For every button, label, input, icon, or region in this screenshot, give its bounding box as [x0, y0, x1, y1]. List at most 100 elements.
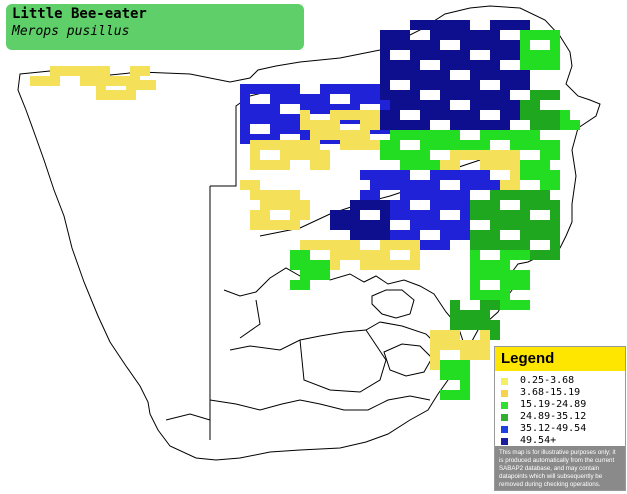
distribution-cell	[330, 120, 340, 130]
distribution-cell	[530, 190, 540, 200]
distribution-cell	[540, 170, 550, 180]
distribution-cell	[320, 120, 330, 130]
distribution-cell	[480, 300, 490, 310]
distribution-cell	[460, 350, 470, 360]
distribution-cell	[290, 140, 300, 150]
disclaimer-note: This map is for illustrative purposes on…	[495, 446, 625, 490]
distribution-cell	[330, 250, 340, 260]
distribution-cell	[460, 30, 470, 40]
distribution-cell	[50, 76, 60, 86]
species-common-name: Little Bee-eater	[12, 6, 147, 22]
distribution-cell	[120, 76, 130, 86]
distribution-cell	[250, 114, 260, 124]
distribution-cell	[340, 140, 350, 150]
distribution-cell	[96, 80, 106, 90]
distribution-cell	[390, 100, 400, 110]
distribution-cell	[550, 120, 560, 130]
distribution-cell	[390, 120, 400, 130]
distribution-cell	[280, 94, 290, 104]
distribution-cell	[480, 70, 490, 80]
distribution-cell	[260, 104, 270, 114]
distribution-cell	[300, 94, 310, 104]
distribution-cell	[420, 110, 430, 120]
distribution-cell	[360, 84, 370, 94]
distribution-cell	[460, 320, 470, 330]
distribution-cell	[480, 340, 490, 350]
distribution-cell	[380, 150, 390, 160]
distribution-cell	[380, 240, 390, 250]
distribution-cell	[520, 270, 530, 280]
distribution-cell	[280, 140, 290, 150]
distribution-cell	[240, 114, 250, 124]
distribution-cell	[540, 230, 550, 240]
distribution-cell	[300, 140, 310, 150]
distribution-cell	[430, 140, 440, 150]
distribution-cell	[520, 230, 530, 240]
distribution-cell	[480, 140, 490, 150]
distribution-cell	[440, 130, 450, 140]
distribution-cell	[540, 60, 550, 70]
distribution-cell	[450, 320, 460, 330]
distribution-cell	[360, 170, 370, 180]
distribution-cell	[490, 320, 500, 330]
distribution-cell	[60, 66, 70, 76]
distribution-cell	[480, 60, 490, 70]
distribution-cell	[470, 100, 480, 110]
distribution-cell	[340, 210, 350, 220]
distribution-cell	[430, 340, 440, 350]
distribution-cell	[450, 20, 460, 30]
distribution-cell	[510, 300, 520, 310]
distribution-cell	[450, 80, 460, 90]
distribution-cell	[440, 60, 450, 70]
distribution-cell	[320, 270, 330, 280]
distribution-cell	[440, 160, 450, 170]
distribution-cell	[450, 90, 460, 100]
distribution-cell	[116, 90, 126, 100]
distribution-cell	[320, 240, 330, 250]
distribution-cell	[460, 390, 470, 400]
distribution-cell	[440, 30, 450, 40]
distribution-cell	[340, 110, 350, 120]
distribution-cell	[490, 50, 500, 60]
distribution-cell	[146, 80, 156, 90]
distribution-cell	[250, 134, 260, 144]
distribution-cell	[290, 250, 300, 260]
distribution-cell	[390, 70, 400, 80]
distribution-cell	[550, 90, 560, 100]
distribution-cell	[510, 170, 520, 180]
distribution-cell	[310, 240, 320, 250]
distribution-cell	[410, 190, 420, 200]
legend-list: 0.25-3.68 3.68-15.19 15.19-24.89 24.89-3…	[495, 375, 625, 447]
distribution-cell	[470, 110, 480, 120]
distribution-cell	[290, 124, 300, 134]
distribution-cell	[430, 50, 440, 60]
distribution-cell	[410, 230, 420, 240]
distribution-cell	[410, 210, 420, 220]
distribution-cell	[470, 260, 480, 270]
distribution-cell	[400, 100, 410, 110]
distribution-cell	[550, 200, 560, 210]
distribution-cell	[490, 150, 500, 160]
distribution-cell	[560, 120, 570, 130]
distribution-cell	[550, 220, 560, 230]
distribution-cell	[250, 180, 260, 190]
distribution-cell	[510, 180, 520, 190]
distribution-cell	[430, 360, 440, 370]
distribution-cell	[500, 150, 510, 160]
distribution-cell	[440, 370, 450, 380]
distribution-cell	[420, 50, 430, 60]
distribution-cell	[340, 84, 350, 94]
distribution-cell	[440, 330, 450, 340]
distribution-cell	[370, 190, 380, 200]
distribution-cell	[430, 40, 440, 50]
distribution-cell	[280, 220, 290, 230]
distribution-cell	[80, 66, 90, 76]
distribution-cell	[470, 290, 480, 300]
distribution-cell	[340, 130, 350, 140]
distribution-cell	[440, 360, 450, 370]
legend-swatch	[501, 401, 508, 409]
distribution-cell	[510, 190, 520, 200]
distribution-cell	[270, 114, 280, 124]
distribution-cell	[370, 250, 380, 260]
distribution-cell	[560, 110, 570, 120]
